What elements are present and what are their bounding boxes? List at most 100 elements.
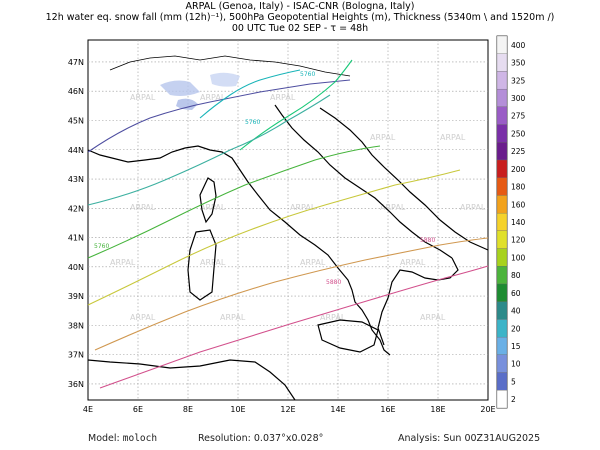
- colorbar-swatch: [496, 106, 508, 125]
- watermark-text: ARPAL: [400, 258, 426, 267]
- contour-label: 5880: [326, 279, 341, 286]
- colorbar-level-label: 2: [511, 395, 516, 404]
- footer-resolution: Resolution: 0.037°x0.028°: [198, 433, 323, 444]
- watermark-text: ARPAL: [290, 203, 316, 212]
- colorbar: [496, 35, 508, 409]
- coastline: [87, 55, 489, 401]
- footer-analysis-label: Analysis:: [398, 433, 441, 444]
- contour-label: 5760: [300, 71, 315, 78]
- colorbar-swatch: [496, 195, 508, 214]
- watermark-text: ARPAL: [320, 313, 346, 322]
- colorbar-swatch: [496, 35, 508, 54]
- longitude-label: 18E: [430, 405, 445, 414]
- footer-model-value: moloch: [122, 433, 158, 444]
- colorbar-level-label: 325: [511, 76, 526, 85]
- watermark-text: ARPAL: [370, 133, 396, 142]
- coastline-corsica: [199, 177, 217, 224]
- contour-label: 5880: [420, 237, 435, 244]
- coastline-sardinia: [187, 229, 217, 301]
- colorbar-level-label: 120: [511, 236, 526, 245]
- contour-line: [87, 94, 331, 206]
- coastline-north-africa: [87, 359, 296, 401]
- latitude-label: 42N: [68, 204, 84, 213]
- snowfall-patch: [160, 80, 200, 96]
- longitude-label: 6E: [133, 405, 143, 414]
- footer-resolution-label: Resolution:: [198, 433, 251, 444]
- colorbar-swatch: [496, 248, 508, 267]
- colorbar-level-label: 160: [511, 200, 526, 209]
- latitude-label: 47N: [68, 58, 84, 67]
- watermark-text: ARPAL: [420, 313, 446, 322]
- footer-resolution-value: 0.037°x0.028°: [253, 433, 324, 444]
- longitude-labels: 4E 6E 8E 10E 12E 14E 16E 18E 20E: [83, 405, 496, 414]
- snowfall-patch: [210, 72, 240, 87]
- longitude-label: 8E: [183, 405, 193, 414]
- watermark-text: ARPAL: [130, 313, 156, 322]
- footer-model-label: Model:: [88, 433, 120, 444]
- contour-label: 5760: [245, 119, 260, 126]
- contour-line: [87, 145, 381, 259]
- contour-label-group: 5760 5760 5880 5880 5760: [94, 71, 435, 286]
- colorbar-labels: 400 350 325 300 275 250 225 200 180 160 140 120 100 8…: [511, 41, 526, 404]
- colorbar-level-label: 300: [511, 94, 526, 103]
- watermark-text: ARPAL: [200, 93, 226, 102]
- watermark-text: ARPAL: [270, 93, 296, 102]
- latitude-label: 44N: [68, 146, 84, 155]
- colorbar-level-label: 5: [511, 377, 516, 386]
- colorbar-swatch: [496, 230, 508, 249]
- coastline-west-italy: [87, 145, 391, 356]
- colorbar-swatch: [496, 390, 508, 409]
- colorbar-level-label: 10: [511, 360, 521, 369]
- contour-line: [199, 69, 301, 119]
- colorbar-swatch: [496, 301, 508, 320]
- contour-line: [94, 237, 489, 351]
- latitude-label: 46N: [68, 87, 84, 96]
- footer-analysis: Analysis: Sun 00Z31AUG2025: [398, 433, 540, 444]
- colorbar-level-label: 80: [511, 271, 521, 280]
- colorbar-level-label: 15: [511, 342, 521, 351]
- latitude-label: 41N: [68, 234, 84, 243]
- longitude-label: 10E: [230, 405, 245, 414]
- border-alps: [109, 55, 351, 77]
- coastline-balkan: [319, 107, 489, 251]
- longitude-label: 4E: [83, 405, 93, 414]
- colorbar-swatch: [496, 212, 508, 232]
- latitude-label: 39N: [68, 292, 84, 301]
- map-title-line-1: ARPAL (Genoa, Italy) - ISAC-CNR (Bologna…: [185, 1, 415, 12]
- contour-line: [239, 59, 353, 151]
- contour-lines: [87, 59, 489, 389]
- colorbar-level-label: 180: [511, 183, 526, 192]
- contour-line: [87, 169, 461, 306]
- longitude-label: 16E: [380, 405, 395, 414]
- snowfall-patches: [160, 72, 240, 110]
- latitude-label: 45N: [68, 116, 84, 125]
- colorbar-swatch: [496, 71, 508, 90]
- colorbar-level-label: 275: [511, 112, 526, 121]
- watermark-text: ARPAL: [440, 133, 466, 142]
- colorbar-swatch: [496, 53, 508, 72]
- footer-analysis-value: Sun 00Z31AUG2025: [443, 433, 541, 444]
- colorbar-swatch: [496, 142, 508, 161]
- longitude-label: 12E: [280, 405, 295, 414]
- watermark-text: ARPAL: [460, 203, 486, 212]
- colorbar-level-label: 20: [511, 324, 521, 333]
- colorbar-level-label: 40: [511, 307, 521, 316]
- colorbar-level-label: 250: [511, 129, 526, 138]
- snowfall-patch: [176, 98, 198, 110]
- colorbar-swatch: [496, 177, 508, 196]
- colorbar-level-label: 400: [511, 41, 526, 50]
- colorbar-swatch: [496, 336, 508, 356]
- colorbar-level-label: 60: [511, 289, 521, 298]
- contour-label: 5760: [94, 243, 109, 250]
- colorbar-swatch: [496, 159, 508, 178]
- watermark-text: ARPAL: [200, 258, 226, 267]
- watermark-text: ARPAL: [110, 258, 136, 267]
- colorbar-level-label: 100: [511, 253, 526, 262]
- coastline-adriatic-west: [274, 104, 453, 259]
- latitude-label: 40N: [68, 263, 84, 272]
- coastline-sicily: [317, 319, 379, 353]
- latitude-label: 36N: [68, 380, 84, 389]
- latitude-labels: 47N 46N 45N 44N 43N 42N 41N 40N 39N 38N 37N 36N: [68, 58, 84, 389]
- longitude-label: 20E: [480, 405, 495, 414]
